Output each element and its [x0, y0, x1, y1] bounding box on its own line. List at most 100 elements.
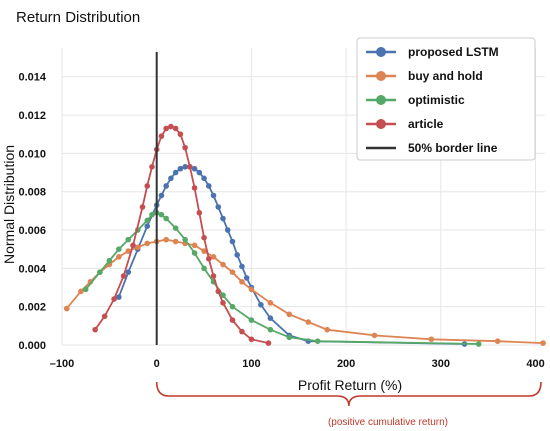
data-point — [177, 131, 184, 138]
legend-item: buy and hold — [366, 69, 483, 83]
data-point — [224, 227, 231, 233]
data-point — [134, 244, 141, 251]
positive-return-brace — [155, 381, 542, 407]
data-point — [177, 165, 184, 172]
x-tick-label: 200 — [337, 358, 355, 370]
data-point — [248, 286, 255, 293]
legend-label: proposed LSTM — [408, 45, 499, 59]
legend-label: 50% border line — [408, 141, 498, 155]
data-point — [239, 328, 245, 335]
data-point — [234, 252, 241, 258]
legend-label: buy and hold — [408, 69, 483, 83]
data-point — [163, 125, 169, 132]
data-point — [540, 340, 546, 346]
x-tick-label: 0 — [154, 358, 160, 370]
data-point — [116, 246, 122, 252]
data-point — [182, 236, 188, 243]
data-point — [201, 248, 207, 254]
data-point — [172, 169, 179, 176]
data-point — [267, 326, 274, 333]
data-point — [130, 242, 136, 249]
data-point — [82, 286, 89, 293]
data-point — [120, 273, 127, 279]
legend-item: 50% border line — [366, 141, 498, 155]
grid — [61, 48, 545, 346]
data-point — [168, 175, 174, 182]
data-point — [182, 164, 188, 170]
x-axis-ticks: –100 0 100 200 300 400 — [50, 358, 545, 370]
data-point — [139, 204, 146, 210]
data-point — [243, 275, 250, 281]
data-point — [205, 183, 212, 189]
data-point — [158, 211, 165, 218]
data-point — [286, 311, 293, 318]
legend-label: article — [408, 117, 444, 131]
data-point — [182, 144, 188, 151]
data-point — [172, 238, 179, 245]
legend-item: proposed LSTM — [366, 45, 499, 59]
legend-marker — [376, 119, 386, 129]
data-point — [239, 263, 245, 270]
series-line — [117, 165, 465, 345]
data-point — [163, 183, 169, 189]
x-tick-label: 100 — [242, 358, 260, 370]
data-point — [97, 269, 103, 275]
data-point — [158, 192, 165, 199]
data-point — [229, 238, 236, 245]
data-point — [144, 240, 151, 247]
data-point — [314, 338, 321, 344]
data-point — [101, 313, 108, 320]
x-tick-label: –100 — [50, 358, 74, 370]
data-point — [215, 204, 222, 210]
data-point — [215, 288, 222, 295]
data-point — [475, 341, 482, 347]
x-tick-label: 400 — [526, 358, 544, 370]
data-point — [144, 217, 151, 224]
y-tick-label: 0.008 — [18, 187, 46, 199]
data-point — [144, 183, 151, 189]
data-point — [305, 319, 312, 325]
y-tick-label: 0.012 — [18, 110, 46, 122]
series-line — [66, 238, 544, 344]
data-point — [220, 292, 226, 298]
data-point — [191, 185, 198, 191]
data-point — [210, 192, 217, 199]
data-point — [258, 301, 264, 308]
data-point — [210, 254, 217, 260]
data-point — [220, 215, 226, 222]
data-point — [371, 332, 378, 339]
data-point — [172, 125, 179, 132]
data-point — [116, 294, 122, 300]
data-point — [191, 165, 198, 172]
data-point — [106, 257, 113, 264]
legend: proposed LSTM buy and hold optimistic artic… — [356, 37, 536, 161]
data-point — [220, 261, 226, 268]
legend-box — [356, 37, 536, 161]
data-point — [239, 278, 245, 285]
series-article — [92, 123, 272, 346]
legend-marker — [376, 47, 386, 57]
data-point — [116, 254, 122, 260]
data-point — [92, 326, 98, 333]
data-point — [196, 169, 203, 176]
data-point — [229, 303, 236, 310]
data-point — [196, 209, 203, 216]
data-point — [205, 255, 212, 262]
data-point — [248, 317, 255, 323]
data-point — [191, 242, 198, 249]
data-point — [267, 315, 274, 321]
data-point — [125, 236, 132, 243]
data-point — [229, 269, 236, 275]
y-tick-label: 0.006 — [18, 225, 46, 237]
data-point — [149, 211, 155, 218]
data-point — [172, 225, 179, 231]
data-point — [267, 300, 274, 306]
data-point — [163, 215, 169, 222]
positive-return-annotation: (positive cumulative return) — [328, 417, 448, 428]
series-layer — [63, 123, 546, 347]
data-point — [78, 288, 84, 295]
x-axis-label: Profit Return (%) — [298, 377, 402, 393]
data-point — [286, 334, 293, 341]
series-buy-and-hold — [63, 236, 546, 346]
